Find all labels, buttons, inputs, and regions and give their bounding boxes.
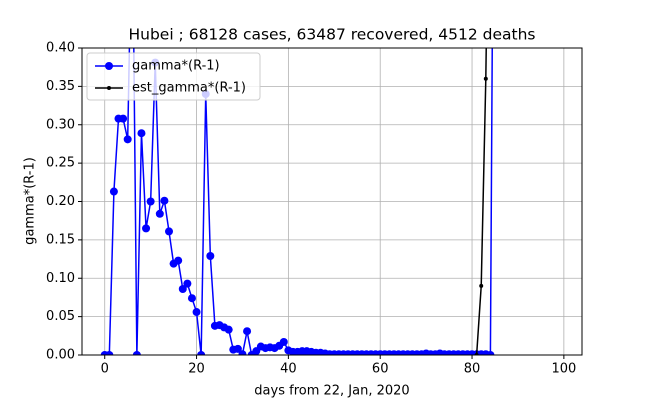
- y-tick-label: 0.05: [46, 309, 75, 324]
- y-tick-label: 0.10: [46, 271, 75, 286]
- legend-label: gamma*(R-1): [132, 59, 220, 74]
- x-tick-label: 20: [188, 362, 205, 377]
- y-axis-label: gamma*(R-1): [23, 157, 38, 245]
- data-point: [174, 256, 183, 265]
- data-point: [105, 351, 114, 355]
- y-tick-label: 0.00: [46, 348, 75, 363]
- data-point: [192, 308, 201, 317]
- legend-label: est_gamma*(R-1): [132, 81, 246, 96]
- data-point: [178, 284, 187, 293]
- data-point: [197, 351, 206, 355]
- data-point: [206, 251, 215, 260]
- data-point: [109, 187, 118, 196]
- data-point: [132, 351, 141, 355]
- data-point: [486, 351, 495, 355]
- series-line: [475, 48, 487, 355]
- x-tick-label: 80: [464, 362, 481, 377]
- y-tick-label: 0.30: [46, 117, 75, 132]
- data-point: [142, 224, 151, 233]
- y-tick-label: 0.40: [46, 41, 75, 56]
- data-point: [243, 327, 252, 336]
- chart-title: Hubei ; 68128 cases, 63487 recovered, 45…: [128, 26, 535, 44]
- data-point: [155, 209, 164, 218]
- data-point: [233, 344, 242, 353]
- data-point: [479, 283, 484, 288]
- data-point: [119, 114, 128, 123]
- data-point: [146, 197, 155, 206]
- x-tick-label: 0: [101, 362, 109, 377]
- data-point: [160, 196, 169, 205]
- y-tick-label: 0.15: [46, 232, 75, 247]
- y-tick-label: 0.20: [46, 194, 75, 209]
- y-tick-label: 0.35: [46, 79, 75, 94]
- legend-marker: [105, 62, 113, 70]
- data-point: [165, 227, 174, 236]
- plot-area: [100, 48, 495, 355]
- data-point: [238, 350, 247, 355]
- data-point: [123, 135, 132, 144]
- ticks: 0 20 40 60 80 100 0.00 0.05 0.10 0.15 0.20 0.25 0.30…: [46, 41, 576, 377]
- y-tick-label: 0.25: [46, 156, 75, 171]
- data-point: [187, 294, 196, 303]
- data-point: [483, 76, 488, 81]
- data-point: [279, 337, 288, 346]
- data-point: [137, 129, 146, 138]
- x-tick-label: 40: [280, 362, 297, 377]
- x-tick-label: 100: [551, 362, 576, 377]
- legend-box: [86, 52, 261, 101]
- data-point: [224, 325, 233, 334]
- data-point: [183, 279, 192, 288]
- legend-marker: [107, 86, 111, 90]
- legend: gamma*(R-1) est_gamma*(R-1): [86, 52, 261, 101]
- x-axis-label: days from 22, Jan, 2020: [254, 384, 409, 399]
- x-tick-label: 60: [372, 362, 389, 377]
